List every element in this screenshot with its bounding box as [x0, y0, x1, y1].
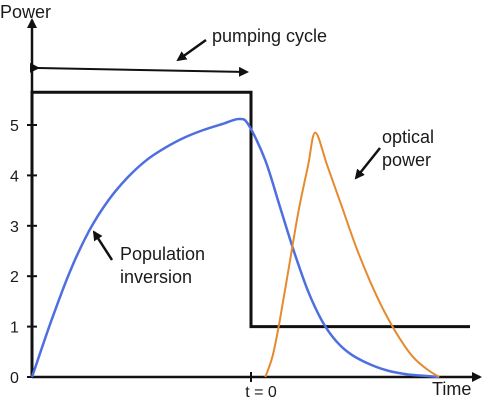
x-axis-label: Time [432, 379, 471, 399]
series-population-inversion-line [30, 117, 440, 379]
population-inversion-label-line2: inversion [120, 267, 192, 287]
y-tick-label-5: 5 [10, 118, 19, 135]
y-tick-label-3: 3 [10, 219, 19, 236]
x-tick-label-t0: t = 0 [245, 384, 277, 401]
y-tick-label-1: 1 [10, 320, 19, 337]
optical-power-label-line1: optical [382, 127, 434, 147]
population-inversion-label-line1: Population [120, 244, 205, 264]
optical-power-pointer-arrow [354, 147, 381, 180]
series-optical-power-line [264, 131, 440, 378]
y-tick-label-4: 4 [10, 168, 19, 185]
y-tick-label-2: 2 [10, 269, 19, 286]
pumping-cycle-pointer-arrow [176, 38, 207, 62]
pumping-cycle-double-arrow [29, 62, 249, 77]
population-inversion-pointer-arrow [92, 230, 114, 261]
optical-power-label-line2: power [382, 150, 431, 170]
y-tick-label-0: 0 [10, 370, 19, 387]
y-axis-label: Power [0, 2, 51, 22]
pumping-cycle-label: pumping cycle [212, 26, 327, 46]
